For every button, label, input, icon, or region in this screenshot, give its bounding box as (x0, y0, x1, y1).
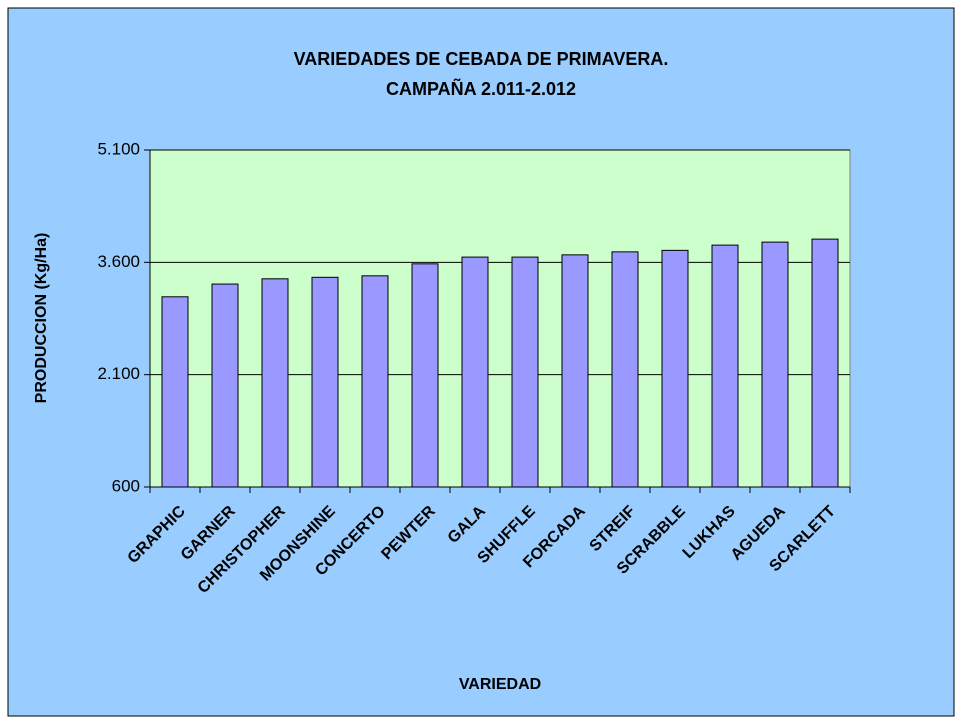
y-tick-label: 2.100 (97, 364, 140, 383)
bar (561, 254, 589, 488)
y-tick-label: 5.100 (97, 139, 140, 158)
x-axis-label: VARIEDAD (459, 676, 541, 693)
bar (761, 241, 789, 488)
chart-subtitle: CAMPAÑA 2.011-2.012 (386, 78, 576, 99)
chart-title: VARIEDADES DE CEBADA DE PRIMAVERA. (294, 49, 669, 69)
bar (661, 249, 689, 488)
bar (511, 256, 539, 488)
y-tick-label: 600 (112, 476, 140, 495)
bar (411, 263, 439, 488)
y-axis-label: PRODUCCION (Kg/Ha) (33, 233, 50, 404)
bar (211, 283, 239, 488)
bar (711, 244, 739, 488)
y-tick-label: 3.600 (97, 252, 140, 271)
bar (361, 275, 389, 488)
bar (461, 256, 489, 488)
bar (161, 296, 189, 488)
bar (261, 278, 289, 488)
bar (811, 238, 839, 488)
bar (611, 251, 639, 488)
plot-area (149, 149, 851, 488)
bar (311, 276, 339, 488)
